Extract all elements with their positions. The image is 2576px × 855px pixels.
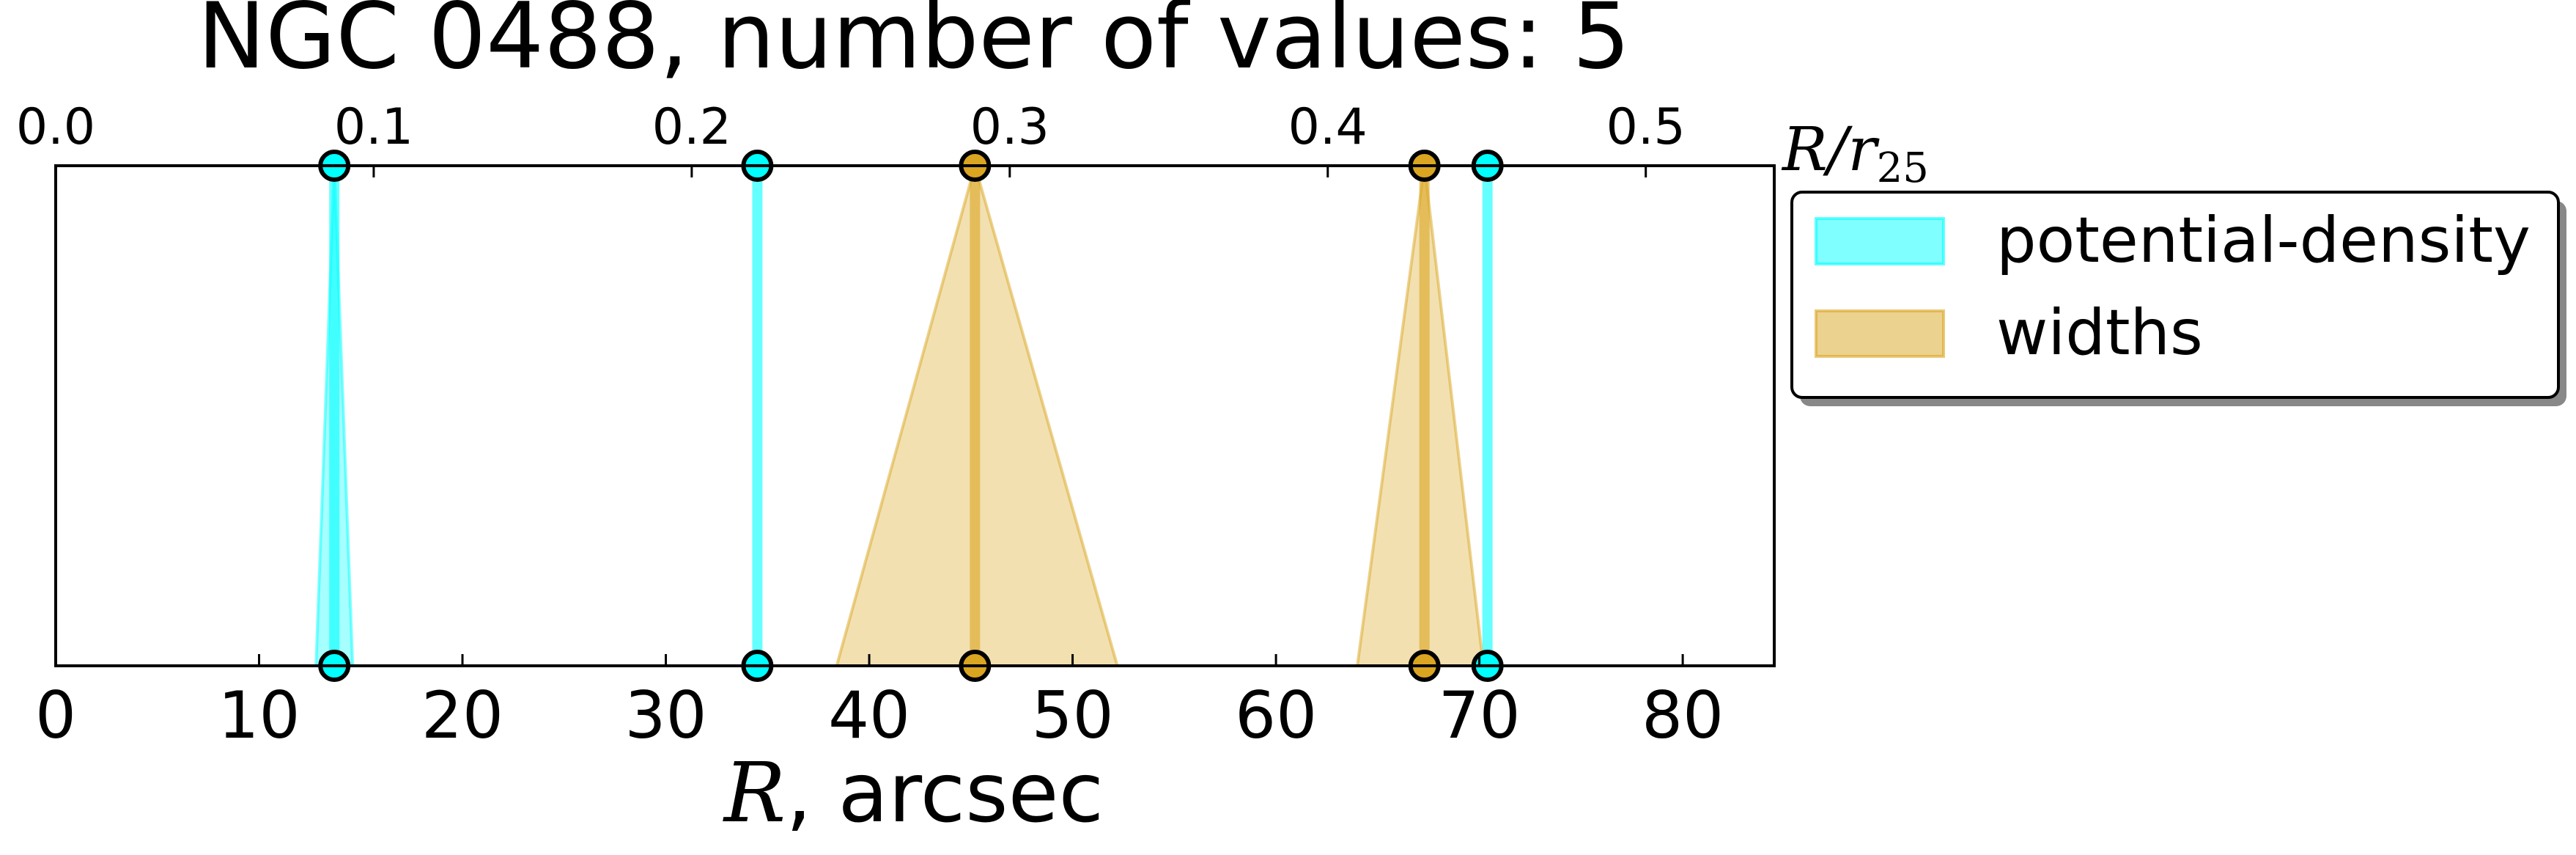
- x-tick-label: 50: [1032, 678, 1114, 753]
- x-axis: 0 10 20 30 40 50 60 70 80: [35, 654, 1724, 753]
- top-axis-label: R/r25: [1781, 115, 1929, 192]
- chart-title: NGC 0488, number of values: 5: [198, 0, 1631, 89]
- x-axis-label-variable: R: [723, 746, 786, 841]
- legend-label-widths: widths: [1996, 296, 2203, 370]
- x-tick-label: 60: [1235, 678, 1317, 753]
- legend: potential-density widths: [1790, 191, 2566, 406]
- legend-swatch-widths: [1815, 309, 1945, 358]
- top-tick-label: 0.2: [652, 98, 731, 156]
- plot-frame: [54, 164, 1776, 667]
- top-tick-label: 0.5: [1606, 98, 1686, 156]
- top-axis-label-main: R/r: [1781, 115, 1880, 185]
- x-axis-label: R, arcsec: [723, 746, 1104, 841]
- top-axis-label-subscript: 25: [1877, 144, 1929, 192]
- top-tick-label: 0.3: [970, 98, 1049, 156]
- top-tick-label: 0.1: [334, 98, 413, 156]
- x-tick-label: 70: [1439, 678, 1521, 753]
- plot-area: [314, 150, 1504, 682]
- x-tick-label: 30: [625, 678, 707, 753]
- x-tick-label: 80: [1642, 678, 1724, 753]
- legend-label-potential-density: potential-density: [1996, 204, 2531, 277]
- legend-box: [1790, 191, 2560, 399]
- top-axis: 0.0 0.1 0.2 0.3 0.4 0.5: [16, 98, 1686, 177]
- x-tick-label: 40: [828, 678, 910, 753]
- x-tick-label: 10: [218, 678, 300, 753]
- top-tick-label: 0.0: [16, 98, 95, 156]
- x-axis-label-unit: , arcsec: [786, 746, 1104, 841]
- top-tick-label: 0.4: [1288, 98, 1368, 156]
- x-tick-label: 20: [421, 678, 503, 753]
- legend-swatch-potential-density: [1815, 217, 1945, 265]
- x-tick-label: 0: [35, 678, 76, 753]
